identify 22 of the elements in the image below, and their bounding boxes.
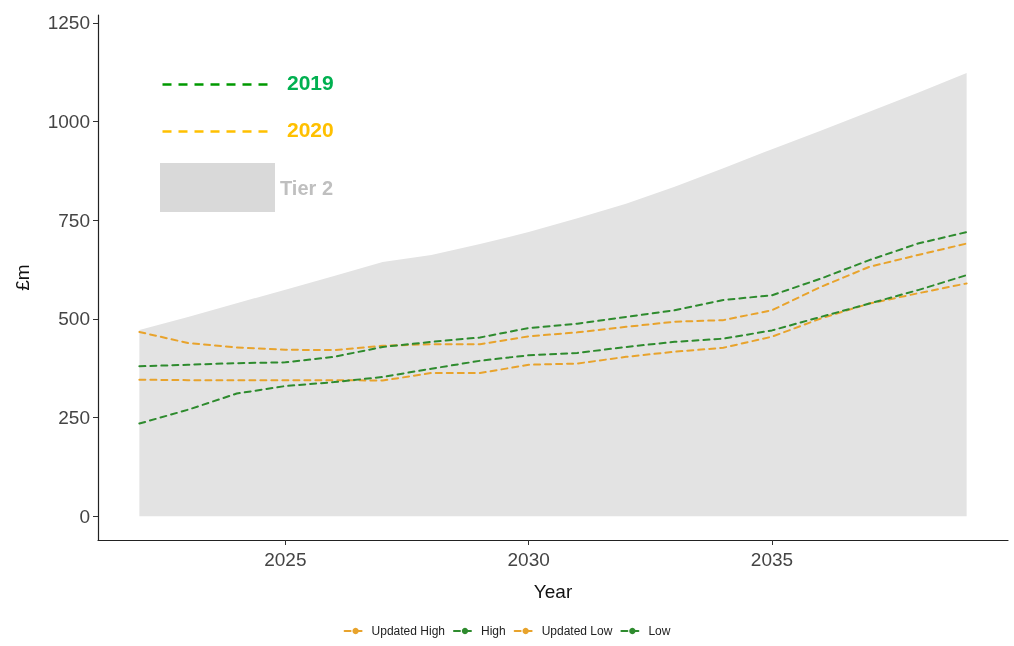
y-axis-title: £m [12,264,33,291]
y-tick-label: 750 [58,209,90,231]
y-tick-label: 0 [79,505,90,527]
line-series [138,231,968,368]
legend-label: Low [648,624,671,638]
annotation: 2019 [287,71,334,94]
line-series [138,282,968,382]
line-series [138,242,968,352]
line-series [138,274,968,425]
legend-label: Updated Low [541,624,613,638]
legend-label: Updated High [371,624,445,638]
annotation: 2020 [287,118,334,141]
text: Tier 2 [280,176,333,199]
y-tick-label: 500 [58,308,90,330]
x-tick-label: 2030 [507,549,550,570]
x-tick-label: 2025 [264,549,307,570]
legend-label: High [480,624,506,638]
y-tick-label: 250 [58,407,90,429]
x-axis-title: Year [533,581,573,602]
y-tick-label: 1000 [47,111,90,133]
x-tick-label: 2035 [750,549,794,570]
y-tick-label: 1250 [47,12,90,34]
